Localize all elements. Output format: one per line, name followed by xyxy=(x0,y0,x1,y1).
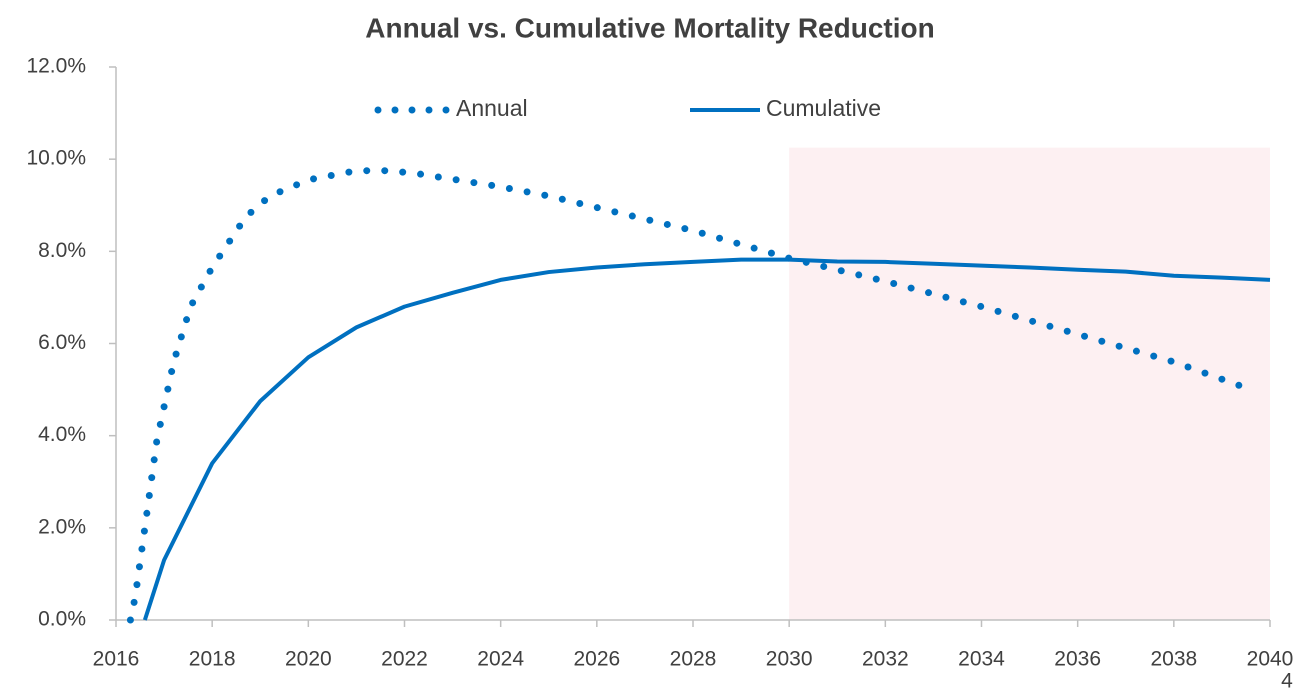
page-number: 4 xyxy=(1281,670,1293,692)
y-tick-label: 8.0% xyxy=(38,239,86,262)
highlight-region xyxy=(789,147,1270,621)
x-tick-label: 2036 xyxy=(1054,648,1101,671)
legend-label: Annual xyxy=(456,95,528,121)
x-tick-label: 2022 xyxy=(381,648,428,671)
x-tick-label: 2024 xyxy=(477,648,524,671)
y-tick-label: 4.0% xyxy=(38,423,86,446)
series-line xyxy=(126,167,1255,624)
x-tick-label: 2020 xyxy=(285,648,332,671)
y-tick-label: 10.0% xyxy=(26,147,86,170)
y-tick-label: 12.0% xyxy=(26,55,86,78)
x-tick-label: 2030 xyxy=(766,648,813,671)
x-tick-label: 2026 xyxy=(573,648,620,671)
x-tick-label: 2018 xyxy=(189,648,236,671)
x-tick-label: 2034 xyxy=(958,648,1005,671)
x-tick-label: 2028 xyxy=(670,648,717,671)
x-tick-label: 2040 xyxy=(1247,648,1294,671)
y-tick-label: 0.0% xyxy=(38,608,86,631)
chart-title: Annual vs. Cumulative Mortality Reductio… xyxy=(365,12,934,43)
legend-label: Cumulative xyxy=(766,95,881,121)
x-tick-label: 2038 xyxy=(1150,648,1197,671)
x-tick-label: 2032 xyxy=(862,648,909,671)
x-tick-label: 2016 xyxy=(93,648,140,671)
y-tick-label: 2.0% xyxy=(38,515,86,538)
y-tick-label: 6.0% xyxy=(38,331,86,354)
series-line xyxy=(142,257,1271,621)
